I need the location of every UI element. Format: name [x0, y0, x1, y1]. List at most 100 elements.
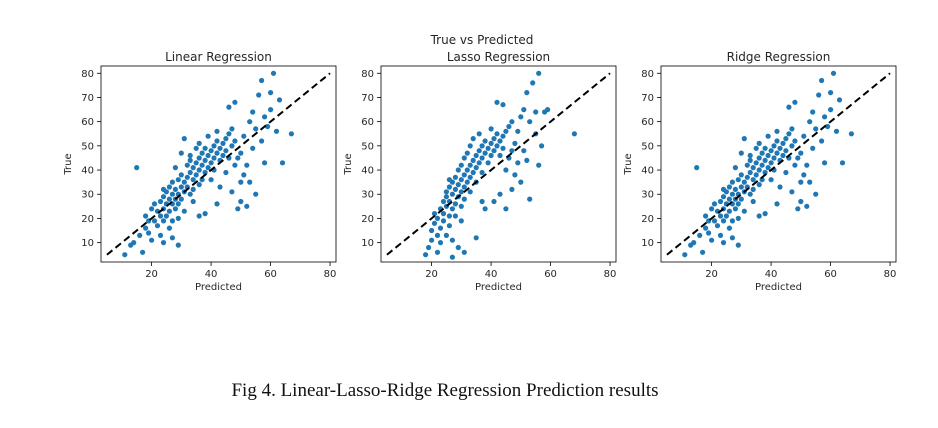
scatter-point — [160, 186, 167, 192]
scatter-point — [476, 160, 482, 166]
scatter-point — [247, 179, 253, 185]
axes-frame — [380, 65, 617, 263]
scatter-point — [786, 131, 792, 137]
scatter-point — [268, 90, 274, 96]
scatter-point — [798, 198, 804, 205]
scatter-point — [166, 184, 172, 190]
scatter-point — [437, 225, 444, 231]
scatter-point — [747, 169, 753, 176]
scatter-point — [473, 235, 479, 241]
scatter-point — [455, 244, 461, 251]
scatter-point — [741, 179, 747, 185]
y-tick-label: 50 — [81, 141, 94, 152]
x-tick-label: 20 — [705, 269, 718, 280]
scatter-point — [443, 194, 449, 200]
scatter-point — [518, 114, 524, 120]
scatter-point — [747, 191, 753, 197]
scatter-point — [169, 235, 175, 241]
scatter-point — [756, 182, 762, 188]
scatter-point — [473, 152, 479, 159]
scatter-point — [774, 138, 780, 144]
scatter-point — [762, 211, 768, 217]
scatter-point — [747, 152, 753, 159]
reference-line — [106, 72, 331, 256]
scatter-point — [765, 152, 771, 159]
scatter-point — [494, 99, 500, 105]
scatter-point — [816, 92, 822, 98]
scatter-point — [434, 215, 441, 221]
subplot-1: Linear Regression 20 40 60 80 10 20 30 40 50 60 70 8… — [63, 50, 336, 293]
subplot-2: Lasso Regression 20 40 60 80 10 20 30 40 50 60 70 80… — [343, 50, 616, 293]
scatter-point — [178, 184, 184, 190]
scatter-point — [536, 70, 542, 76]
scatter-point — [825, 123, 831, 130]
scatter-point — [470, 169, 476, 176]
scatter-point — [458, 203, 464, 209]
scatter-point — [819, 138, 825, 144]
scatter-point — [217, 184, 223, 190]
scatter-point — [196, 182, 202, 188]
scatter-point — [208, 148, 214, 154]
scatter-point — [774, 201, 780, 207]
scatter-point — [452, 174, 458, 180]
scatter-point — [479, 198, 485, 205]
scatter-point — [768, 148, 774, 154]
scatter-point — [279, 160, 286, 166]
scatter-point — [276, 97, 283, 103]
scatter-point — [491, 148, 497, 154]
scatter-point — [458, 189, 464, 195]
reference-line — [666, 72, 891, 256]
scatter-point — [426, 244, 432, 251]
scatter-point — [166, 208, 172, 214]
axes-frame — [100, 65, 337, 263]
scatter-point — [193, 145, 199, 151]
scatter-point — [795, 206, 801, 212]
scatter-point — [187, 157, 193, 163]
scatter-point — [726, 184, 733, 190]
scatter-point — [729, 218, 736, 224]
scatter-point — [738, 172, 744, 178]
scatter-point — [131, 240, 137, 246]
scatter-point — [810, 145, 816, 151]
scatter-points — [122, 70, 294, 258]
scatter-point — [729, 179, 736, 185]
scatter-point — [703, 213, 709, 219]
scatter-point — [521, 148, 527, 154]
scatter-point — [181, 136, 187, 142]
scatter-point — [771, 143, 777, 149]
scatter-point — [703, 225, 709, 231]
scatter-point — [735, 201, 741, 207]
scatter-point — [196, 155, 202, 161]
scatter-point — [429, 237, 435, 243]
scatter-point — [798, 179, 804, 185]
scatter-point — [786, 104, 792, 110]
scatter-point — [774, 128, 780, 134]
scatter-point — [149, 237, 155, 243]
scatter-point — [488, 126, 494, 132]
scatter-point — [753, 145, 759, 151]
scatter-point — [720, 186, 727, 192]
scatter-point — [247, 119, 253, 125]
scatter-point — [151, 201, 158, 207]
scatter-point — [509, 119, 515, 125]
scatter-point — [497, 152, 503, 159]
y-tick-label: 60 — [81, 117, 94, 128]
scatter-point — [759, 162, 765, 168]
scatter-point — [244, 162, 250, 168]
scatter-point — [193, 160, 199, 166]
scatter-point — [476, 131, 482, 137]
scatter-point — [691, 240, 697, 246]
scatter-point — [482, 206, 488, 212]
scatter-point — [238, 198, 244, 205]
scatter-point — [506, 123, 512, 130]
y-tick-label: 60 — [361, 117, 374, 128]
y-tick-label: 40 — [641, 166, 654, 177]
scatter-point — [833, 128, 840, 134]
y-tick-label: 20 — [641, 214, 654, 225]
scatter-point — [205, 165, 211, 171]
subplot-3: Ridge Regression 20 40 60 80 10 20 30 40 50 60 70 80… — [623, 50, 896, 293]
scatter-point — [750, 165, 756, 171]
y-tick-label: 60 — [641, 117, 654, 128]
scatter-point — [488, 152, 494, 159]
scatter-point — [437, 240, 444, 246]
